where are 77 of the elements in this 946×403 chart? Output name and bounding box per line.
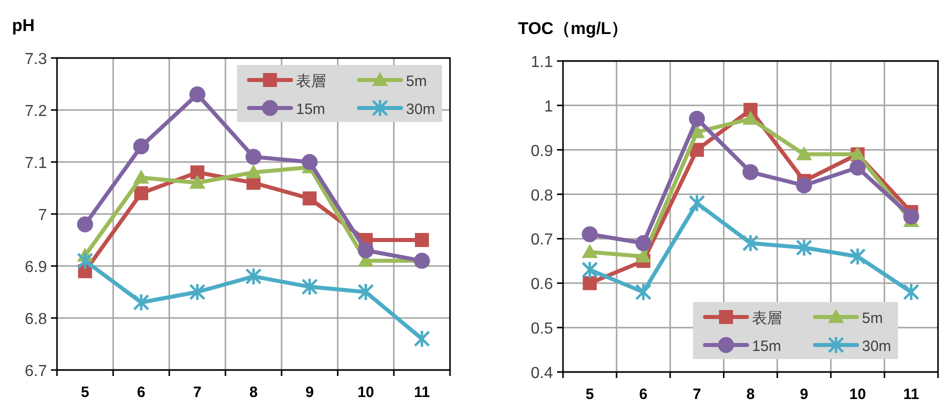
x-tick-label: 5 <box>586 386 594 403</box>
point <box>635 282 652 302</box>
x-tick-label: 8 <box>746 386 755 403</box>
y-tick-label: 0.7 <box>530 232 554 249</box>
point <box>582 244 598 258</box>
y-tick-label: 0.6 <box>530 276 554 294</box>
legend-label: 15m <box>752 338 782 355</box>
x-tick-label: 10 <box>849 386 866 403</box>
x-tick-label: 5 <box>80 384 90 401</box>
y-tick-label: 6.7 <box>24 363 48 380</box>
point <box>582 226 598 242</box>
point <box>133 138 150 154</box>
point <box>77 216 94 232</box>
legend-label: 表層 <box>752 310 782 327</box>
point <box>189 282 206 302</box>
point <box>189 86 206 102</box>
x-tick-label: 6 <box>639 386 648 403</box>
y-tick-label: 7 <box>38 207 48 224</box>
point <box>132 293 150 312</box>
point <box>302 154 318 170</box>
point <box>190 165 204 180</box>
y-tick-label: 0.9 <box>530 142 554 160</box>
point <box>133 170 150 184</box>
point <box>582 276 597 290</box>
x-tick-label: 8 <box>249 384 258 401</box>
point <box>902 282 920 302</box>
point <box>903 208 920 224</box>
y-tick-label: 7.3 <box>24 51 48 68</box>
point <box>134 186 148 200</box>
point <box>246 148 262 165</box>
y-tick-label: 6.9 <box>24 259 48 276</box>
point <box>850 160 866 176</box>
legend-label: 30m <box>862 338 892 355</box>
point <box>245 267 262 286</box>
legend-label: 5m <box>406 73 427 90</box>
point <box>246 164 262 178</box>
point <box>358 242 374 258</box>
x-tick-label: 6 <box>137 384 146 401</box>
y-tick-label: 0.5 <box>530 320 554 338</box>
y-tick-label: 7.1 <box>24 155 48 172</box>
point <box>742 110 758 125</box>
legend-label: 15m <box>296 101 326 118</box>
point <box>849 247 866 266</box>
chart-title: TOC（mg/L） <box>518 19 628 38</box>
x-tick-label: 7 <box>193 384 202 401</box>
chart-title: pH <box>12 16 35 35</box>
point <box>358 282 374 302</box>
point <box>582 260 598 280</box>
y-tick-label: 1 <box>544 98 554 116</box>
legend-label: 5m <box>862 310 883 327</box>
point <box>189 174 206 189</box>
point <box>302 191 317 206</box>
x-tick-label: 9 <box>800 386 808 403</box>
x-tick-label: 11 <box>903 386 920 403</box>
point <box>301 278 318 296</box>
x-tick-label: 10 <box>357 384 374 401</box>
x-tick-label: 9 <box>305 384 314 401</box>
y-tick-label: 0.8 <box>530 187 554 204</box>
y-tick-label: 1.1 <box>530 54 554 71</box>
y-tick-label: 6.8 <box>24 311 48 328</box>
point <box>796 177 812 194</box>
point <box>635 235 652 252</box>
point <box>742 234 759 252</box>
point <box>688 110 705 127</box>
point <box>742 164 758 180</box>
point <box>76 252 94 270</box>
point <box>688 194 706 212</box>
legend-label: 30m <box>406 101 436 118</box>
legend-label: 表層 <box>296 73 326 90</box>
point <box>414 330 430 348</box>
point <box>414 233 429 247</box>
point <box>796 238 812 257</box>
y-tick-label: 7.2 <box>24 103 48 120</box>
x-tick-label: 11 <box>414 384 430 401</box>
point <box>796 146 812 160</box>
y-tick-label: 0.4 <box>530 365 554 382</box>
x-tick-label: 7 <box>692 386 702 403</box>
